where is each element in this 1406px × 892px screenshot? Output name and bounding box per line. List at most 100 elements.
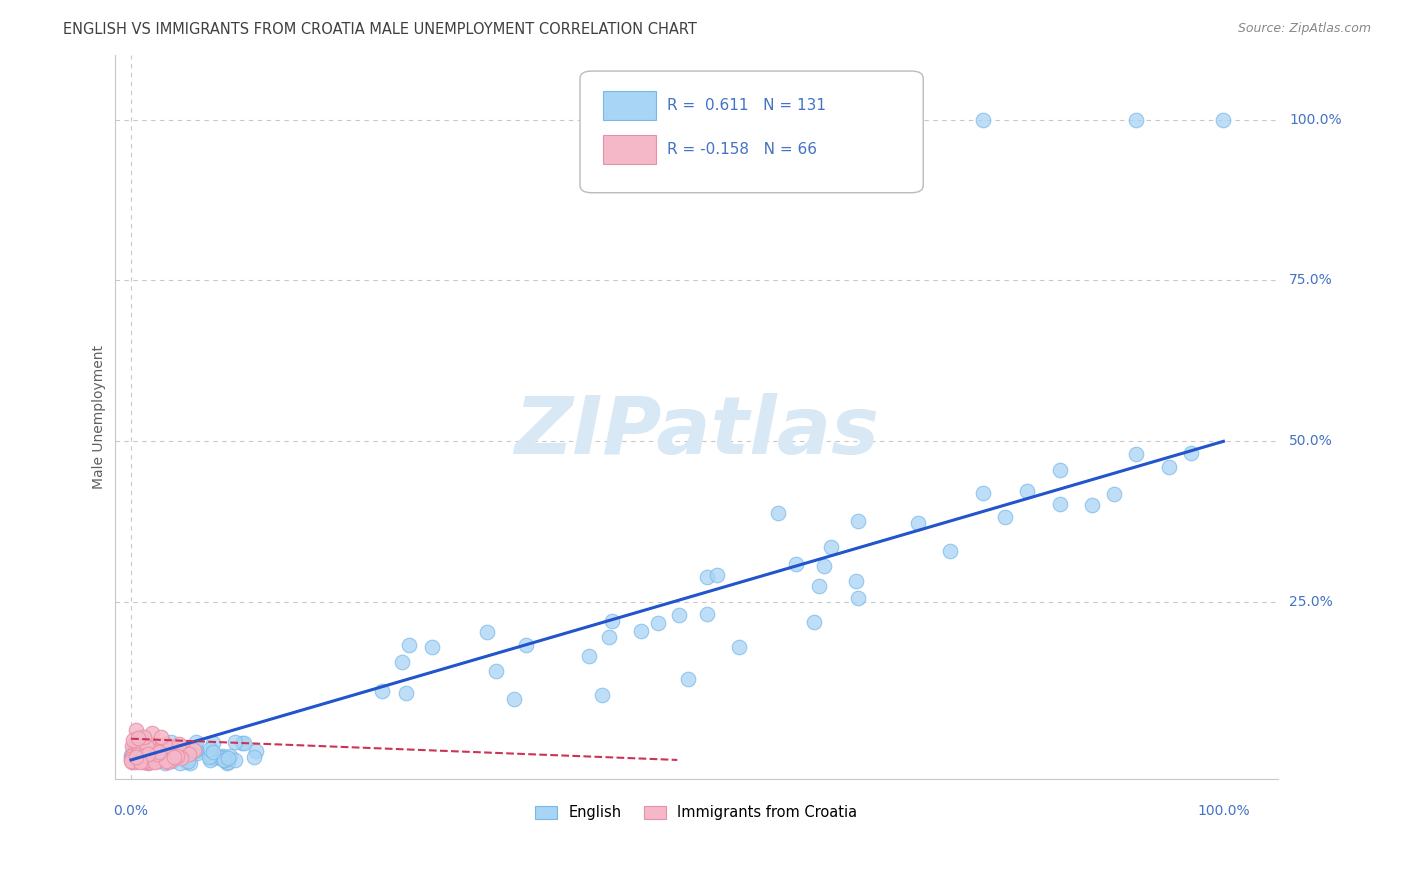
Point: [132, 754, 155, 768]
Point: [129, 750, 152, 764]
Point: [121, 739, 143, 753]
Point: [120, 751, 142, 765]
Point: [215, 756, 238, 770]
Point: [134, 745, 156, 759]
Point: [1102, 487, 1125, 501]
Point: [766, 506, 789, 520]
Point: [184, 743, 207, 757]
Point: [170, 750, 193, 764]
Point: [591, 688, 613, 702]
Point: [994, 510, 1017, 524]
Bar: [603, 91, 655, 120]
Point: [797, 112, 820, 127]
Point: [578, 648, 600, 663]
Point: [155, 756, 177, 770]
Point: [125, 747, 148, 761]
Point: [217, 750, 239, 764]
Point: [727, 640, 749, 654]
Text: 25.0%: 25.0%: [1289, 595, 1333, 609]
Point: [803, 615, 825, 629]
Point: [125, 747, 148, 762]
Point: [129, 730, 152, 744]
Point: [243, 750, 266, 764]
Point: [131, 748, 153, 763]
Point: [630, 624, 652, 639]
Legend: English, Immigrants from Croatia: English, Immigrants from Croatia: [530, 799, 863, 826]
Point: [136, 751, 159, 765]
Point: [202, 745, 225, 759]
Bar: [603, 135, 655, 164]
Point: [395, 686, 418, 700]
Point: [179, 756, 201, 770]
Point: [169, 748, 191, 763]
Point: [1180, 446, 1202, 460]
Point: [121, 741, 143, 756]
Point: [1157, 460, 1180, 475]
Point: [135, 739, 157, 754]
Point: [138, 739, 160, 754]
Point: [120, 754, 142, 768]
Point: [157, 749, 180, 764]
Point: [475, 625, 498, 640]
Point: [231, 736, 253, 750]
Point: [1125, 112, 1147, 127]
Point: [135, 754, 157, 768]
Point: [149, 748, 172, 763]
Point: [420, 640, 443, 654]
Point: [224, 735, 246, 749]
Point: [214, 753, 236, 767]
Point: [204, 750, 226, 764]
Point: [845, 574, 868, 588]
Point: [148, 750, 170, 764]
Point: [160, 753, 183, 767]
Point: [141, 725, 163, 739]
Point: [808, 579, 831, 593]
Point: [907, 516, 929, 530]
Point: [166, 747, 188, 761]
Point: [134, 752, 156, 766]
Point: [668, 607, 690, 622]
Point: [141, 739, 163, 753]
Point: [371, 684, 394, 698]
Point: [167, 747, 190, 761]
Point: [141, 748, 163, 763]
Point: [131, 739, 153, 753]
Point: [124, 756, 146, 770]
Point: [150, 730, 173, 744]
Point: [972, 485, 994, 500]
Point: [224, 753, 246, 767]
Point: [148, 746, 170, 760]
Point: [186, 747, 208, 761]
Point: [152, 742, 174, 756]
Point: [200, 746, 222, 760]
Point: [177, 749, 200, 764]
Point: [121, 748, 143, 763]
Text: R = -0.158   N = 66: R = -0.158 N = 66: [668, 142, 817, 157]
Point: [128, 740, 150, 755]
Point: [163, 749, 186, 764]
Text: ENGLISH VS IMMIGRANTS FROM CROATIA MALE UNEMPLOYMENT CORRELATION CHART: ENGLISH VS IMMIGRANTS FROM CROATIA MALE …: [63, 22, 697, 37]
Point: [485, 665, 508, 679]
Point: [600, 615, 623, 629]
Point: [125, 750, 148, 764]
Point: [142, 739, 165, 753]
Text: ZIPatlas: ZIPatlas: [513, 392, 879, 471]
Text: R =  0.611   N = 131: R = 0.611 N = 131: [668, 98, 827, 113]
Point: [177, 747, 200, 762]
Point: [127, 751, 149, 765]
Point: [141, 752, 163, 766]
Point: [122, 733, 145, 747]
Point: [156, 755, 179, 769]
Point: [129, 756, 152, 770]
Point: [232, 736, 254, 750]
Text: 75.0%: 75.0%: [1289, 274, 1333, 287]
Point: [218, 749, 240, 764]
Point: [200, 753, 222, 767]
Point: [163, 748, 186, 763]
Point: [122, 751, 145, 765]
Point: [139, 755, 162, 769]
Point: [146, 754, 169, 768]
Point: [155, 754, 177, 768]
Point: [177, 754, 200, 768]
Point: [131, 748, 153, 763]
